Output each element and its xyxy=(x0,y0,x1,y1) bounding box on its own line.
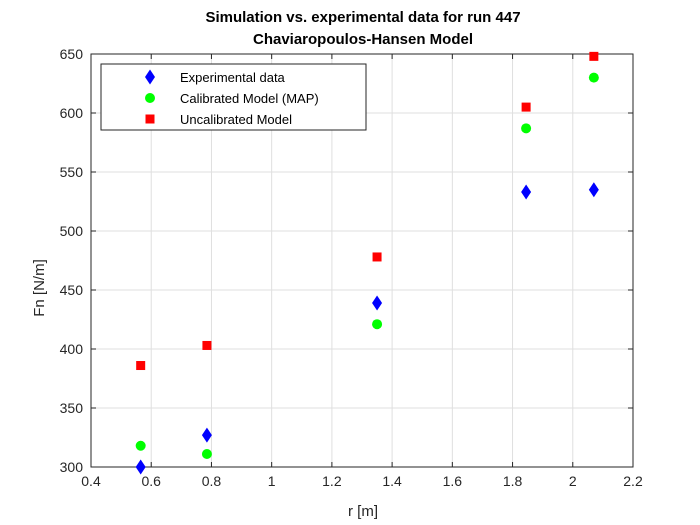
axes-frame xyxy=(90,53,634,468)
circle-data-point xyxy=(588,72,599,83)
diamond-data-point xyxy=(521,184,532,200)
x-tick-label: 1.6 xyxy=(443,473,463,489)
diamond-data-point xyxy=(372,295,383,311)
x-tick-label: 1.8 xyxy=(503,473,523,489)
legend-entry-label: Experimental data xyxy=(180,70,286,85)
circle-data-point xyxy=(521,123,532,134)
legend: Experimental data Calibrated Model (MAP) U… xyxy=(100,63,367,131)
square-data-point xyxy=(372,252,382,262)
x-tick-label: 1 xyxy=(268,473,276,489)
diamond-data-point xyxy=(135,459,146,475)
legend-square-marker xyxy=(145,114,155,124)
x-tick-label: 1.2 xyxy=(322,473,342,489)
legend-entry-label: Uncalibrated Model xyxy=(180,112,292,127)
legend-entry-label: Calibrated Model (MAP) xyxy=(180,91,319,106)
y-tick-label: 350 xyxy=(60,400,84,416)
square-data-point xyxy=(521,102,531,112)
x-tick-label: 0.8 xyxy=(202,473,222,489)
x-tick-label: 0.4 xyxy=(81,473,101,489)
y-tick-label: 400 xyxy=(60,341,84,357)
y-tick-label: 650 xyxy=(60,46,84,62)
legend-diamond-marker xyxy=(145,69,155,85)
y-tick-label: 550 xyxy=(60,164,84,180)
legend-circle-marker xyxy=(145,93,155,103)
diamond-data-point xyxy=(201,427,212,443)
x-tick-label: 0.6 xyxy=(141,473,161,489)
y-tick-label: 450 xyxy=(60,282,84,298)
square-data-point xyxy=(589,51,599,61)
chart-subtitle: Chaviaropoulos-Hansen Model xyxy=(253,31,473,48)
chart-title: Simulation vs. experimental data for run… xyxy=(205,9,520,26)
x-tick-label: 2 xyxy=(569,473,577,489)
square-data-point xyxy=(202,340,212,350)
circle-data-point xyxy=(135,440,146,451)
circle-data-point xyxy=(372,319,383,330)
circle-data-point xyxy=(201,449,212,460)
x-tick-label: 1.4 xyxy=(382,473,402,489)
y-tick-label: 500 xyxy=(60,223,84,239)
square-data-point xyxy=(136,361,146,371)
diamond-data-point xyxy=(588,182,599,198)
y-tick-label: 600 xyxy=(60,105,84,121)
y-axis-label: Fn [N/m] xyxy=(31,259,48,317)
x-tick-label: 2.2 xyxy=(623,473,643,489)
y-tick-label: 300 xyxy=(60,459,84,475)
x-axis-label: r [m] xyxy=(348,503,378,520)
